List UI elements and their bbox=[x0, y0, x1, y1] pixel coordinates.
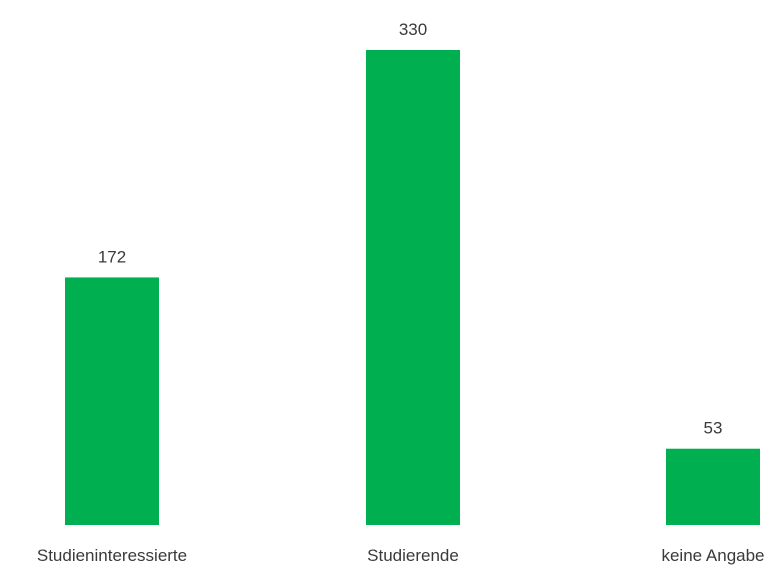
bars-layer bbox=[65, 50, 760, 525]
bar-studieninteressierte bbox=[65, 277, 159, 525]
bar-studierende bbox=[366, 50, 460, 525]
category-label-studieninteressierte: Studieninteressierte bbox=[37, 546, 187, 565]
bar-keine-angabe bbox=[666, 448, 760, 525]
category-labels-layer: Studieninteressierte Studierende keine Ang… bbox=[37, 546, 765, 565]
category-label-keine-angabe: keine Angabe bbox=[661, 546, 764, 565]
value-label-studieninteressierte: 172 bbox=[98, 247, 126, 266]
value-label-studierende: 330 bbox=[399, 20, 427, 39]
value-labels-layer: 172 330 53 bbox=[98, 20, 723, 438]
value-label-keine-angabe: 53 bbox=[704, 419, 723, 438]
category-label-studierende: Studierende bbox=[367, 546, 459, 565]
